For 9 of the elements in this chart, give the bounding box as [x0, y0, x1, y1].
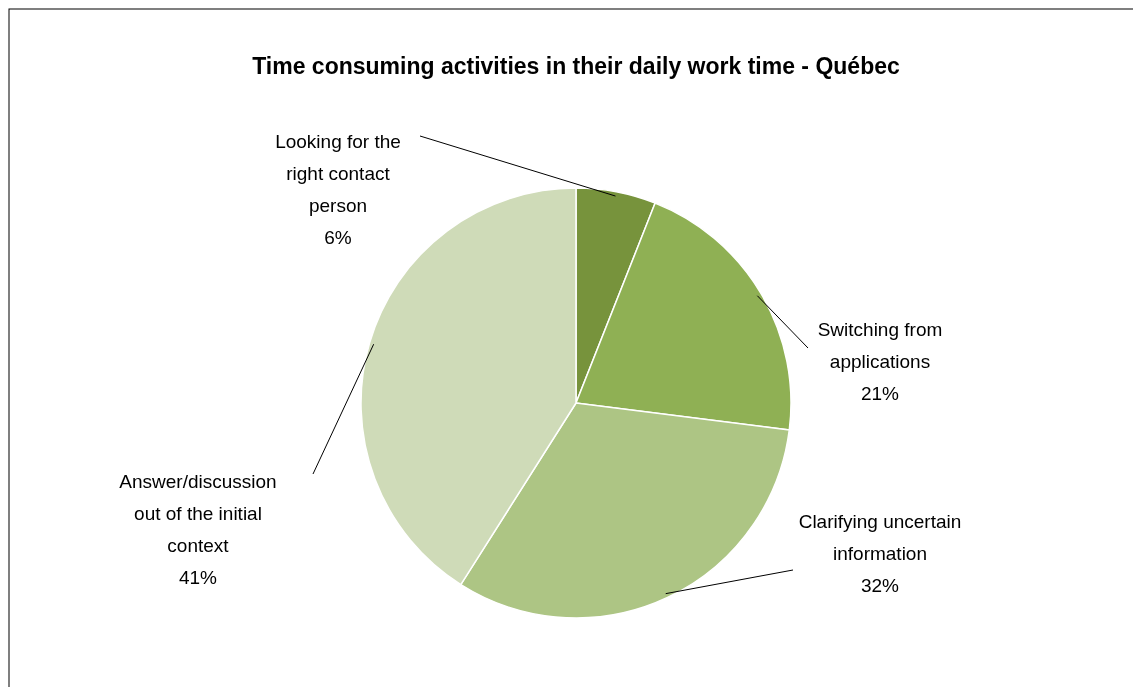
slice-label: Clarifying uncertain information — [798, 511, 962, 564]
data-label: 41% — [178, 567, 218, 588]
data-label: 32% — [860, 575, 900, 596]
chart-title: Time consuming activities in their daily work time - Québec — [252, 53, 900, 79]
data-label: 21% — [860, 383, 900, 404]
data-label: 6% — [324, 227, 352, 248]
slice-label: Looking for the right contact person — [275, 131, 401, 216]
slice-label: Answer/discussion out of the initial context — [119, 471, 277, 556]
slice-label: Switching from applications — [817, 319, 943, 372]
